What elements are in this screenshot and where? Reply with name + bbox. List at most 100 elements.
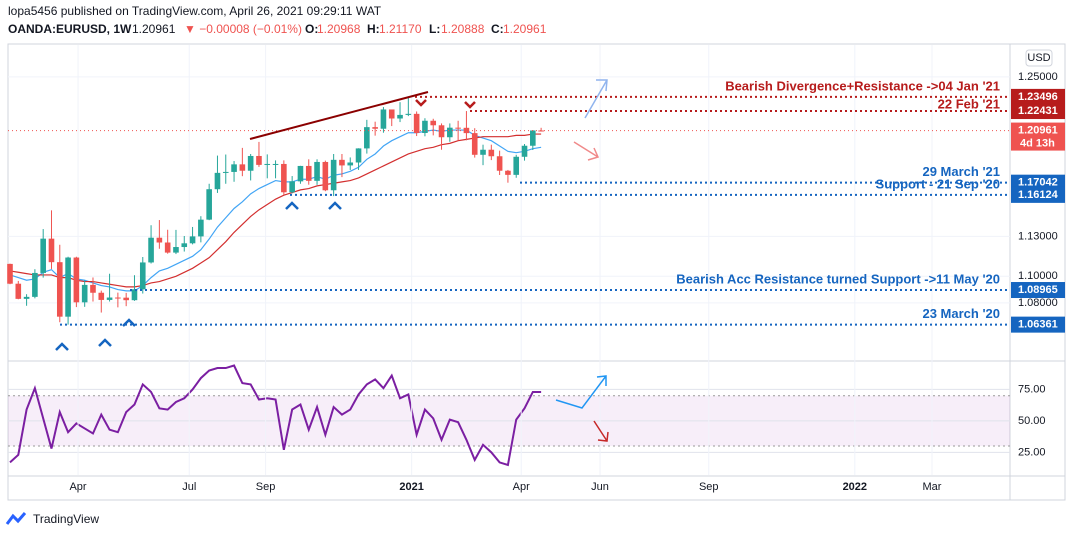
x-tick-label: Sep <box>699 481 719 493</box>
candle-body <box>496 156 503 171</box>
y-tick-label: 25.00 <box>1018 446 1046 458</box>
chevron-up <box>98 338 112 347</box>
candle-body <box>90 284 96 293</box>
price-badge <box>1011 122 1065 151</box>
candle-body <box>281 163 287 193</box>
trend-line <box>249 91 429 140</box>
rsi-line <box>9 364 542 467</box>
x-tick-label: Apr <box>513 481 530 493</box>
candle-body <box>65 257 71 317</box>
price-badge <box>1011 316 1065 333</box>
candle-body <box>388 109 395 119</box>
candle-body <box>131 289 138 301</box>
candle-body <box>297 165 304 182</box>
candle-body <box>272 163 279 165</box>
price-badge-label: 1.06361 <box>1018 319 1058 331</box>
price-badge-label: 1.23496 <box>1018 91 1058 103</box>
price-badge-label: 1.08965 <box>1018 284 1058 296</box>
ohlc-value: 1.21170 <box>379 22 422 36</box>
candle-body <box>480 149 486 155</box>
candle-body <box>505 170 511 175</box>
candle-body <box>156 237 163 243</box>
currency-box <box>1025 49 1053 67</box>
rsi-pane: 75.00 50.00 25.00 <box>8 364 1046 467</box>
chevron-down <box>464 101 476 109</box>
candle-body <box>355 148 362 163</box>
candle-body <box>32 272 38 297</box>
y-tick-label: 50.00 <box>1018 415 1046 427</box>
candle-body <box>397 114 403 119</box>
candle-body <box>123 297 129 301</box>
forecast-arrows <box>555 79 609 442</box>
candle-body <box>73 257 80 303</box>
candle-body <box>23 296 30 299</box>
x-tick-label: 2022 <box>843 481 867 493</box>
candle-body <box>347 162 354 166</box>
x-tick-label: Mar <box>923 481 942 493</box>
candle-body <box>264 163 271 165</box>
candle-body <box>422 120 428 133</box>
price-badge-label: 1.16124 <box>1018 189 1059 201</box>
candle-body <box>364 127 370 149</box>
candle-body <box>206 189 212 220</box>
candle-body <box>198 219 204 237</box>
y-tick-label: 75.00 <box>1018 383 1046 395</box>
candle-body <box>322 161 329 191</box>
moving-average <box>9 133 542 288</box>
candle-body <box>222 171 229 173</box>
level-annotation: 29 March '21 <box>922 164 1000 179</box>
ohlc-key: H: <box>367 22 380 36</box>
price-badge-label: 1.17042 <box>1018 177 1058 189</box>
candle-body <box>530 130 536 146</box>
candle-body <box>372 127 378 129</box>
candle-body <box>471 133 478 155</box>
logo: TradingView <box>33 512 99 526</box>
candle-body <box>447 127 453 138</box>
candle-body <box>380 109 387 129</box>
currency: USD <box>1027 52 1050 64</box>
x-tick-label: Sep <box>256 481 276 493</box>
candle-body <box>181 243 188 248</box>
ohlc-key: C: <box>491 22 504 36</box>
candle-body <box>330 159 337 191</box>
arrow-up <box>555 375 607 409</box>
last-price: 1.20961 <box>132 22 176 36</box>
ohlc-value: 1.20961 <box>503 22 547 36</box>
publisher: lopa5456 published on TradingView.com, A… <box>8 4 382 18</box>
symbol: OANDA:EURUSD, 1W <box>8 22 132 36</box>
arrow-down <box>573 141 600 161</box>
countdown: 4d 13h <box>1020 137 1055 149</box>
candle-body <box>239 164 246 171</box>
candle-body <box>513 156 520 175</box>
candle-body <box>438 125 445 138</box>
candle-body <box>455 127 461 129</box>
price-badge-label: 1.20961 <box>1018 124 1058 136</box>
level-annotation: Bearish Divergence+Resistance ->04 Jan '… <box>725 78 1000 93</box>
y-tick-label: 1.13000 <box>1018 230 1058 242</box>
arrow-down <box>593 420 609 442</box>
candle-body <box>247 155 254 171</box>
candle-body <box>339 159 345 166</box>
candle-body <box>538 130 544 132</box>
chevron-down <box>415 99 427 107</box>
price-badge <box>1011 282 1065 299</box>
candle-body <box>81 284 88 303</box>
price-badge-label: 1.22431 <box>1018 105 1058 117</box>
candle-body <box>488 149 495 157</box>
logo-icon <box>5 512 27 525</box>
candle-body <box>173 247 179 253</box>
chevron-up <box>122 318 136 327</box>
x-tick-label: Jul <box>182 481 196 493</box>
candle-body <box>48 238 55 263</box>
candle-body <box>139 262 146 290</box>
candle-body <box>15 283 22 299</box>
candle-body <box>214 172 221 190</box>
ohlc-value: 1.20968 <box>317 22 361 36</box>
candle-body <box>7 263 13 284</box>
x-tick-label: Apr <box>69 481 86 493</box>
candle-body <box>98 292 105 300</box>
candle-body <box>463 127 470 134</box>
y-tick-label: 1.25000 <box>1018 71 1058 83</box>
